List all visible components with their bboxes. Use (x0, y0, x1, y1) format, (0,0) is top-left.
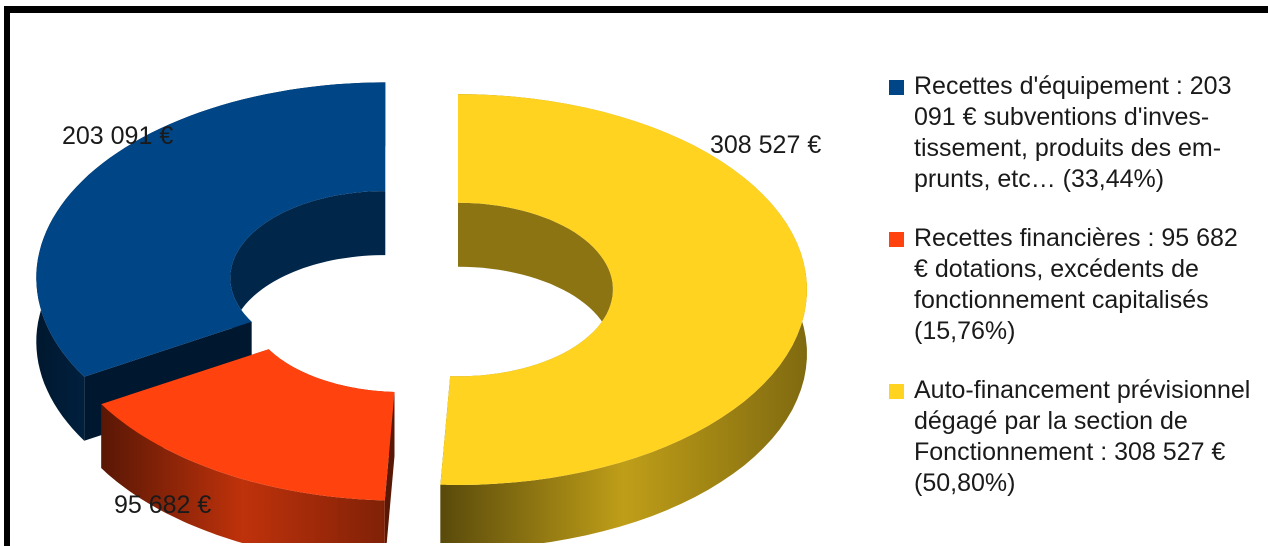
legend-line: Auto-financement prévisionnel (914, 376, 1251, 404)
legend-line: 091 € subventions d'inves- (914, 103, 1210, 131)
legend-swatch-financieres (889, 232, 904, 247)
legend-line: tissement, produits des em- (914, 134, 1222, 162)
slice-1 (101, 349, 395, 543)
slice-top-face (101, 349, 395, 501)
legend-line: Recettes financières : 95 682 (914, 224, 1238, 252)
chart-frame: 203 091 € 95 682 € 308 527 € Recettes d'éq… (4, 6, 1268, 546)
legend-line: (50,80%) (914, 469, 1016, 497)
slice-top-face (440, 94, 807, 485)
slice-inner-wall (230, 191, 386, 386)
legend-line: fonctionnement capitalisés (914, 286, 1209, 314)
data-label-1: 95 682 € (114, 491, 211, 519)
data-label-2: 308 527 € (710, 131, 821, 159)
legend-swatch-equipement (889, 80, 904, 95)
donut-chart: 203 091 € 95 682 € 308 527 € (36, 82, 821, 543)
legend-item-autofinancement: Auto-financement prévisionnel dégagé par… (886, 375, 1268, 499)
legend: Recettes d'équipement : 203 091 € subven… (886, 71, 1268, 527)
legend-item-equipement: Recettes d'équipement : 203 091 € subven… (886, 71, 1268, 195)
data-label-0: 203 091 € (62, 122, 173, 150)
legend-swatch-autofinancement (889, 384, 904, 399)
legend-line: € dotations, excédents de (914, 255, 1199, 283)
legend-line: dégagé par la section de (914, 407, 1188, 435)
slice-end-cap (384, 392, 395, 543)
slice-0 (36, 82, 386, 441)
legend-item-financieres: Recettes financières : 95 682 € dotation… (886, 223, 1268, 347)
slice-outer-wall (101, 404, 385, 543)
legend-line: Fonctionnement : 308 527 € (914, 438, 1226, 466)
slice-top-face (36, 82, 386, 377)
slice-2 (440, 94, 807, 543)
legend-line: prunts, etc… (33,44%) (914, 165, 1165, 193)
legend-line: Recettes d'équipement : 203 (914, 72, 1232, 100)
legend-line: (15,76%) (914, 317, 1016, 345)
